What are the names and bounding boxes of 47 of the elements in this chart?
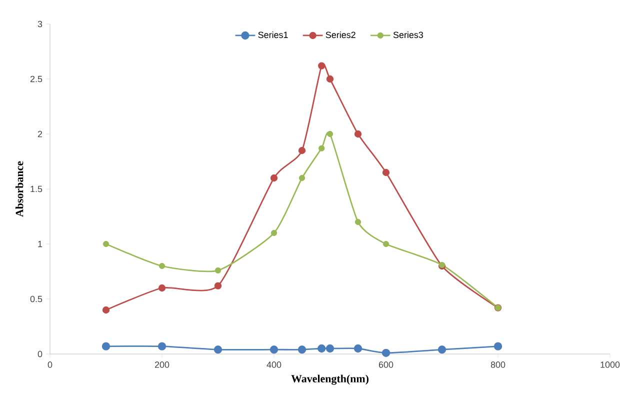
x-axis-title: Wavelength(nm)	[291, 374, 368, 385]
point	[214, 282, 222, 290]
y-tick-label: 1.5	[30, 186, 42, 192]
point	[270, 230, 278, 236]
x-tick-label: 400	[266, 362, 282, 368]
point	[318, 344, 326, 353]
point	[298, 174, 306, 182]
point	[102, 342, 110, 350]
x-tick-label: 1000	[600, 362, 620, 368]
point	[326, 75, 334, 83]
point	[318, 62, 326, 70]
point	[382, 348, 390, 357]
point	[326, 130, 334, 138]
y-tick-label: 3	[38, 20, 42, 28]
legend-label: Series1	[258, 31, 288, 38]
point	[354, 344, 362, 353]
y-tick-label: 2	[38, 130, 42, 138]
x-tick-label: 800	[490, 362, 506, 368]
point	[382, 168, 390, 176]
point	[214, 267, 222, 274]
point	[494, 342, 502, 350]
y-tick-label: 2.5	[30, 76, 42, 82]
point	[326, 344, 334, 353]
point	[438, 346, 446, 354]
point	[102, 306, 110, 314]
point	[214, 346, 222, 354]
y-tick-label: 1	[38, 240, 42, 248]
x-tick-label: 200	[154, 362, 170, 368]
point	[318, 145, 325, 152]
point	[158, 284, 166, 292]
x-tick-label: 0	[48, 362, 52, 368]
legend-label: Series2	[326, 31, 356, 38]
legend-label: Series3	[393, 31, 424, 38]
y-tick-label: 0	[38, 350, 42, 358]
point	[382, 240, 390, 248]
point	[158, 342, 166, 350]
point	[270, 346, 278, 354]
point	[298, 146, 306, 154]
y-axis-title: Absorbance	[15, 161, 24, 217]
x-tick-label: 600	[378, 362, 394, 368]
y-tick-label: 0.5	[30, 296, 42, 302]
point	[270, 174, 278, 182]
point	[298, 346, 306, 354]
point	[354, 218, 362, 226]
point	[354, 130, 362, 138]
point	[102, 240, 110, 248]
point	[158, 262, 166, 270]
